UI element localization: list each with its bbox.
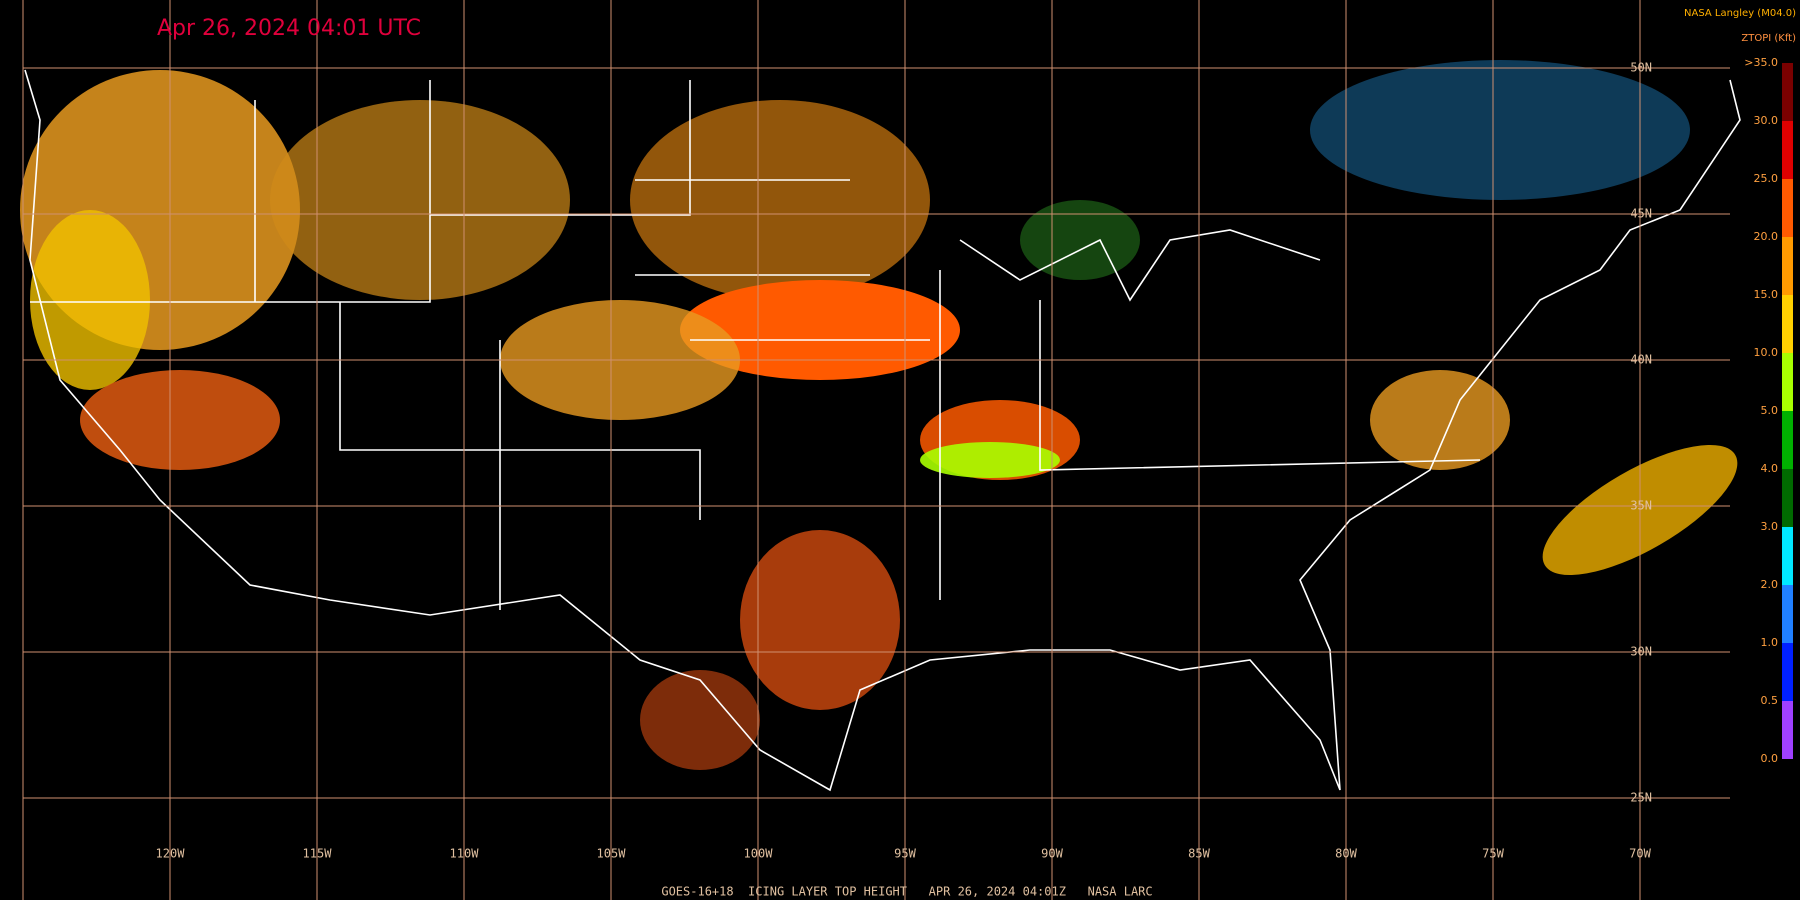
longitude-label: 70W xyxy=(1629,847,1651,861)
colorbar-label: 30.0 xyxy=(1754,114,1779,127)
colorbar-segment xyxy=(1782,469,1793,527)
colorbar-segment xyxy=(1782,179,1793,237)
colorbar-segment xyxy=(1782,411,1793,469)
colorbar-segment xyxy=(1782,121,1793,179)
colorbar-segment xyxy=(1782,701,1793,759)
latitude-label: 30N xyxy=(1630,645,1652,659)
timestamp-title: Apr 26, 2024 04:01 UTC xyxy=(157,16,421,41)
latitude-label: 35N xyxy=(1630,499,1652,513)
coastlines xyxy=(24,69,1741,792)
product-label: ZTOPI (Kft) xyxy=(1741,33,1796,44)
colorbar-label: 4.0 xyxy=(1761,462,1779,475)
colorbar-segment xyxy=(1782,295,1793,353)
colorbar: >35.0 30.0 25.0 20.0 15.0 10.0 5.0 4.0 3.0 2.0 1.0… xyxy=(1744,56,1793,765)
colorbar-segment xyxy=(1782,353,1793,411)
colorbar-label: >35.0 xyxy=(1744,56,1778,69)
colorbar-label: 1.0 xyxy=(1761,636,1779,649)
longitude-label: 115W xyxy=(303,847,333,861)
colorbar-segment xyxy=(1782,63,1793,121)
colorbar-segment xyxy=(1782,585,1793,643)
longitude-label: 95W xyxy=(894,847,916,861)
colorbar-segment xyxy=(1782,527,1793,585)
colorbar-segment xyxy=(1782,643,1793,701)
colorbar-label: 2.0 xyxy=(1761,578,1779,591)
colorbar-label: 0.5 xyxy=(1761,694,1779,707)
longitude-label: 80W xyxy=(1335,847,1357,861)
colorbar-label: 5.0 xyxy=(1761,404,1779,417)
colorbar-label: 0.0 xyxy=(1761,752,1779,765)
footer-caption: GOES-16+18 ICING LAYER TOP HEIGHT APR 26… xyxy=(661,885,1152,899)
colorbar-segment xyxy=(1782,237,1793,295)
colorbar-label: 20.0 xyxy=(1754,230,1779,243)
latitude-label: 50N xyxy=(1630,61,1652,75)
colorbar-label: 3.0 xyxy=(1761,520,1779,533)
latitude-label: 25N xyxy=(1630,791,1652,805)
longitude-label: 90W xyxy=(1041,847,1063,861)
longitude-label: 120W xyxy=(156,847,186,861)
data-field xyxy=(20,60,1738,770)
colorbar-label: 25.0 xyxy=(1754,172,1779,185)
longitude-label: 100W xyxy=(744,847,774,861)
longitude-label: 110W xyxy=(450,847,480,861)
graticule: 120W 115W 110W 105W 100W 95W 90W 85W 80W 75W 70W 50… xyxy=(22,0,1730,900)
source-label: NASA Langley (M04.0) xyxy=(1684,8,1796,19)
longitude-label: 85W xyxy=(1188,847,1210,861)
longitude-label: 75W xyxy=(1482,847,1504,861)
latitude-label: 45N xyxy=(1630,207,1652,221)
colorbar-label: 15.0 xyxy=(1754,288,1779,301)
latitude-label: 40N xyxy=(1630,353,1652,367)
longitude-label: 105W xyxy=(597,847,627,861)
colorbar-label: 10.0 xyxy=(1754,346,1779,359)
